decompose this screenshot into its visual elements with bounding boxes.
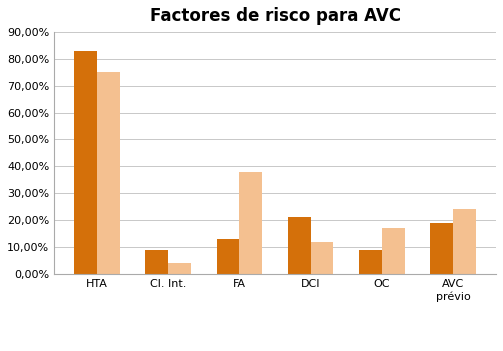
Bar bbox=[74, 51, 97, 274]
Bar bbox=[431, 223, 453, 274]
Title: Factores de risco para AVC: Factores de risco para AVC bbox=[149, 7, 400, 25]
Bar bbox=[311, 241, 333, 274]
Bar bbox=[239, 172, 262, 274]
Bar bbox=[453, 209, 476, 274]
Bar bbox=[168, 263, 191, 274]
Bar bbox=[217, 239, 239, 274]
Bar bbox=[97, 72, 120, 274]
Bar bbox=[382, 228, 405, 274]
Bar bbox=[145, 250, 168, 274]
Bar bbox=[288, 217, 311, 274]
Bar bbox=[359, 250, 382, 274]
